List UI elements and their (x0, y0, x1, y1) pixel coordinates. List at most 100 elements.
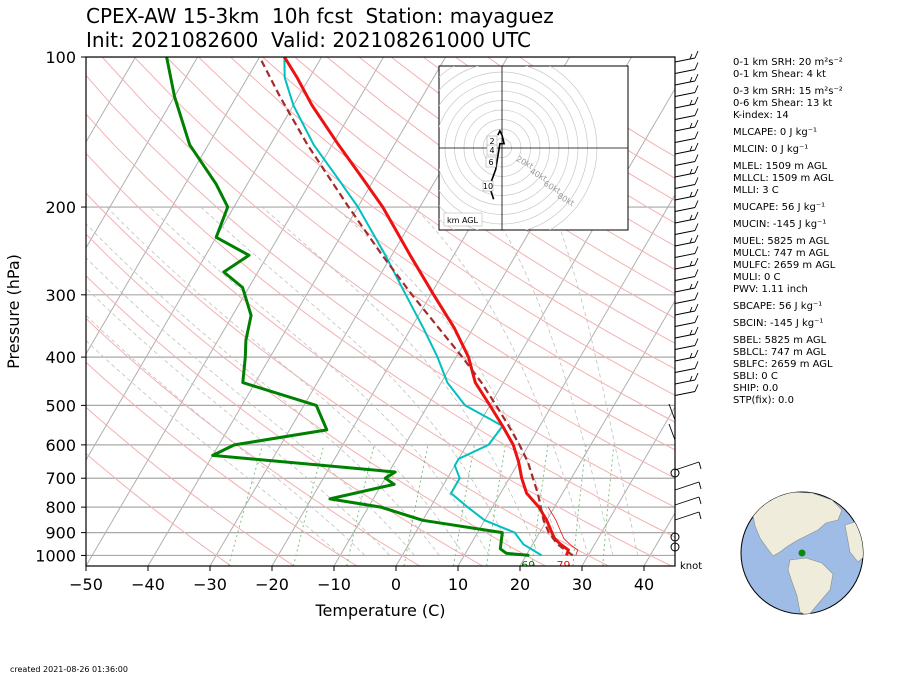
isotherm (86, 57, 261, 355)
south-america-shape (787, 557, 834, 614)
x-tick-label: −20 (255, 575, 289, 594)
y-tick-label: 1000 (35, 546, 76, 565)
x-tick-label: 0 (391, 575, 401, 594)
hodograph-height-box (486, 144, 498, 156)
wind-barb-flag (694, 131, 699, 139)
wind-barb (674, 253, 696, 258)
y-tick-label: 600 (45, 436, 76, 455)
y-axis-label: Pressure (hPa) (4, 254, 23, 369)
dry-adiabat (86, 192, 609, 566)
wind-barb (674, 218, 696, 224)
dry-adiabat (262, 57, 675, 344)
x-tick-label: −40 (131, 575, 165, 594)
wind-barb-flag (694, 177, 699, 185)
wind-barb-flag (694, 280, 699, 289)
wind-barb (674, 481, 700, 491)
wind-barb-flag (689, 191, 693, 198)
param-line: 0-6 km Shear: 13 kt (733, 98, 833, 109)
y-tick-label: 700 (45, 469, 76, 488)
wind-barb-flag (694, 154, 699, 162)
hodograph-height-label: 4 (489, 146, 494, 155)
param-line: PWV: 1.11 inch (733, 284, 808, 295)
wind-barb-flag (698, 511, 702, 520)
wind-barb (674, 264, 696, 270)
calm-wind-circle (670, 532, 680, 542)
wind-barb-flag (694, 257, 699, 266)
param-line: SBLI: 0 C (733, 371, 778, 382)
wind-barb (674, 368, 696, 373)
wind-barb-flag (689, 329, 693, 336)
param-line: MULCL: 747 m AGL (733, 248, 829, 259)
wind-barb (674, 299, 696, 304)
wind-barb (674, 391, 696, 396)
dry-adiabat (86, 452, 232, 566)
mixing-ratio-line (572, 444, 587, 566)
station-marker (798, 549, 806, 557)
wind-barb-flag (689, 168, 693, 175)
wind-barb-flag (694, 73, 699, 82)
surface-temperature-label: 79 (556, 559, 570, 572)
wind-barb-flag (694, 211, 699, 220)
param-line: SBLCL: 747 m AGL (733, 347, 827, 358)
wind-barb-flag (694, 349, 699, 358)
title-line-2: Init: 2021082600 Valid: 202108261000 UTC (86, 28, 532, 52)
wind-barb-flag (694, 96, 699, 105)
hodograph-legend-label: km AGL (447, 216, 479, 225)
dry-adiabat (358, 57, 675, 271)
wind-barb-flag (694, 315, 699, 323)
param-line: MLCIN: 0 J kg⁻¹ (733, 144, 809, 155)
hodograph-height-box (482, 180, 494, 192)
param-line: SBCIN: -145 J kg⁻¹ (733, 318, 824, 329)
wind-barb (674, 207, 696, 212)
wind-barb-flag (689, 352, 693, 359)
hodograph-height-label: 6 (488, 158, 493, 167)
mixing-ratio-line (292, 444, 325, 566)
isotherm (643, 511, 675, 566)
wind-barb (674, 379, 696, 385)
y-tick-label: 500 (45, 396, 76, 415)
x-tick-label: −10 (317, 575, 351, 594)
title-line-1: CPEX-AW 15-3km 10h fcst Station: mayague… (86, 4, 554, 28)
wind-unit-label: knot (680, 561, 702, 572)
x-tick-label: −30 (193, 575, 227, 594)
wind-barb (674, 230, 696, 235)
wind-barb (674, 172, 696, 178)
moist-adiabat (200, 206, 515, 556)
dry-adiabat (230, 57, 675, 370)
wind-barb-flag (694, 234, 699, 243)
wind-barb-flag (689, 122, 693, 129)
param-line: MUEL: 5825 m AGL (733, 236, 829, 247)
wind-barb-flag (694, 200, 699, 208)
isotherm (457, 193, 675, 566)
wind-barb-flag (694, 361, 699, 369)
wind-barb (674, 241, 696, 247)
dry-adiabat (86, 74, 675, 508)
x-tick-label: −50 (69, 575, 103, 594)
wind-barb (674, 322, 696, 327)
wind-barb-flag (698, 481, 702, 490)
wind-barb (674, 103, 696, 109)
y-tick-label: 800 (45, 498, 76, 517)
param-line: STP(fix): 0.0 (733, 395, 794, 406)
surface-temperature-trace (547, 506, 579, 556)
wind-barb (674, 184, 696, 189)
dewpoint-line (165, 57, 530, 557)
greenland-shape (839, 492, 859, 507)
wind-barb (674, 333, 696, 339)
y-tick-label: 300 (45, 286, 76, 305)
temperature-line (283, 57, 570, 556)
isotherm (581, 405, 675, 566)
wind-barb (674, 149, 696, 155)
isotherm (706, 57, 906, 566)
param-line: 0-3 km SRH: 15 m²s⁻² (733, 86, 843, 97)
wind-barb (674, 310, 696, 316)
dry-adiabat (294, 57, 675, 319)
moist-adiabat (149, 206, 490, 556)
wind-barb (674, 276, 696, 281)
isotherm (395, 87, 675, 566)
y-tick-label: 400 (45, 348, 76, 367)
wind-barb-flag (689, 76, 693, 83)
mixing-ratio-line (453, 444, 475, 566)
wind-barb (674, 138, 696, 143)
